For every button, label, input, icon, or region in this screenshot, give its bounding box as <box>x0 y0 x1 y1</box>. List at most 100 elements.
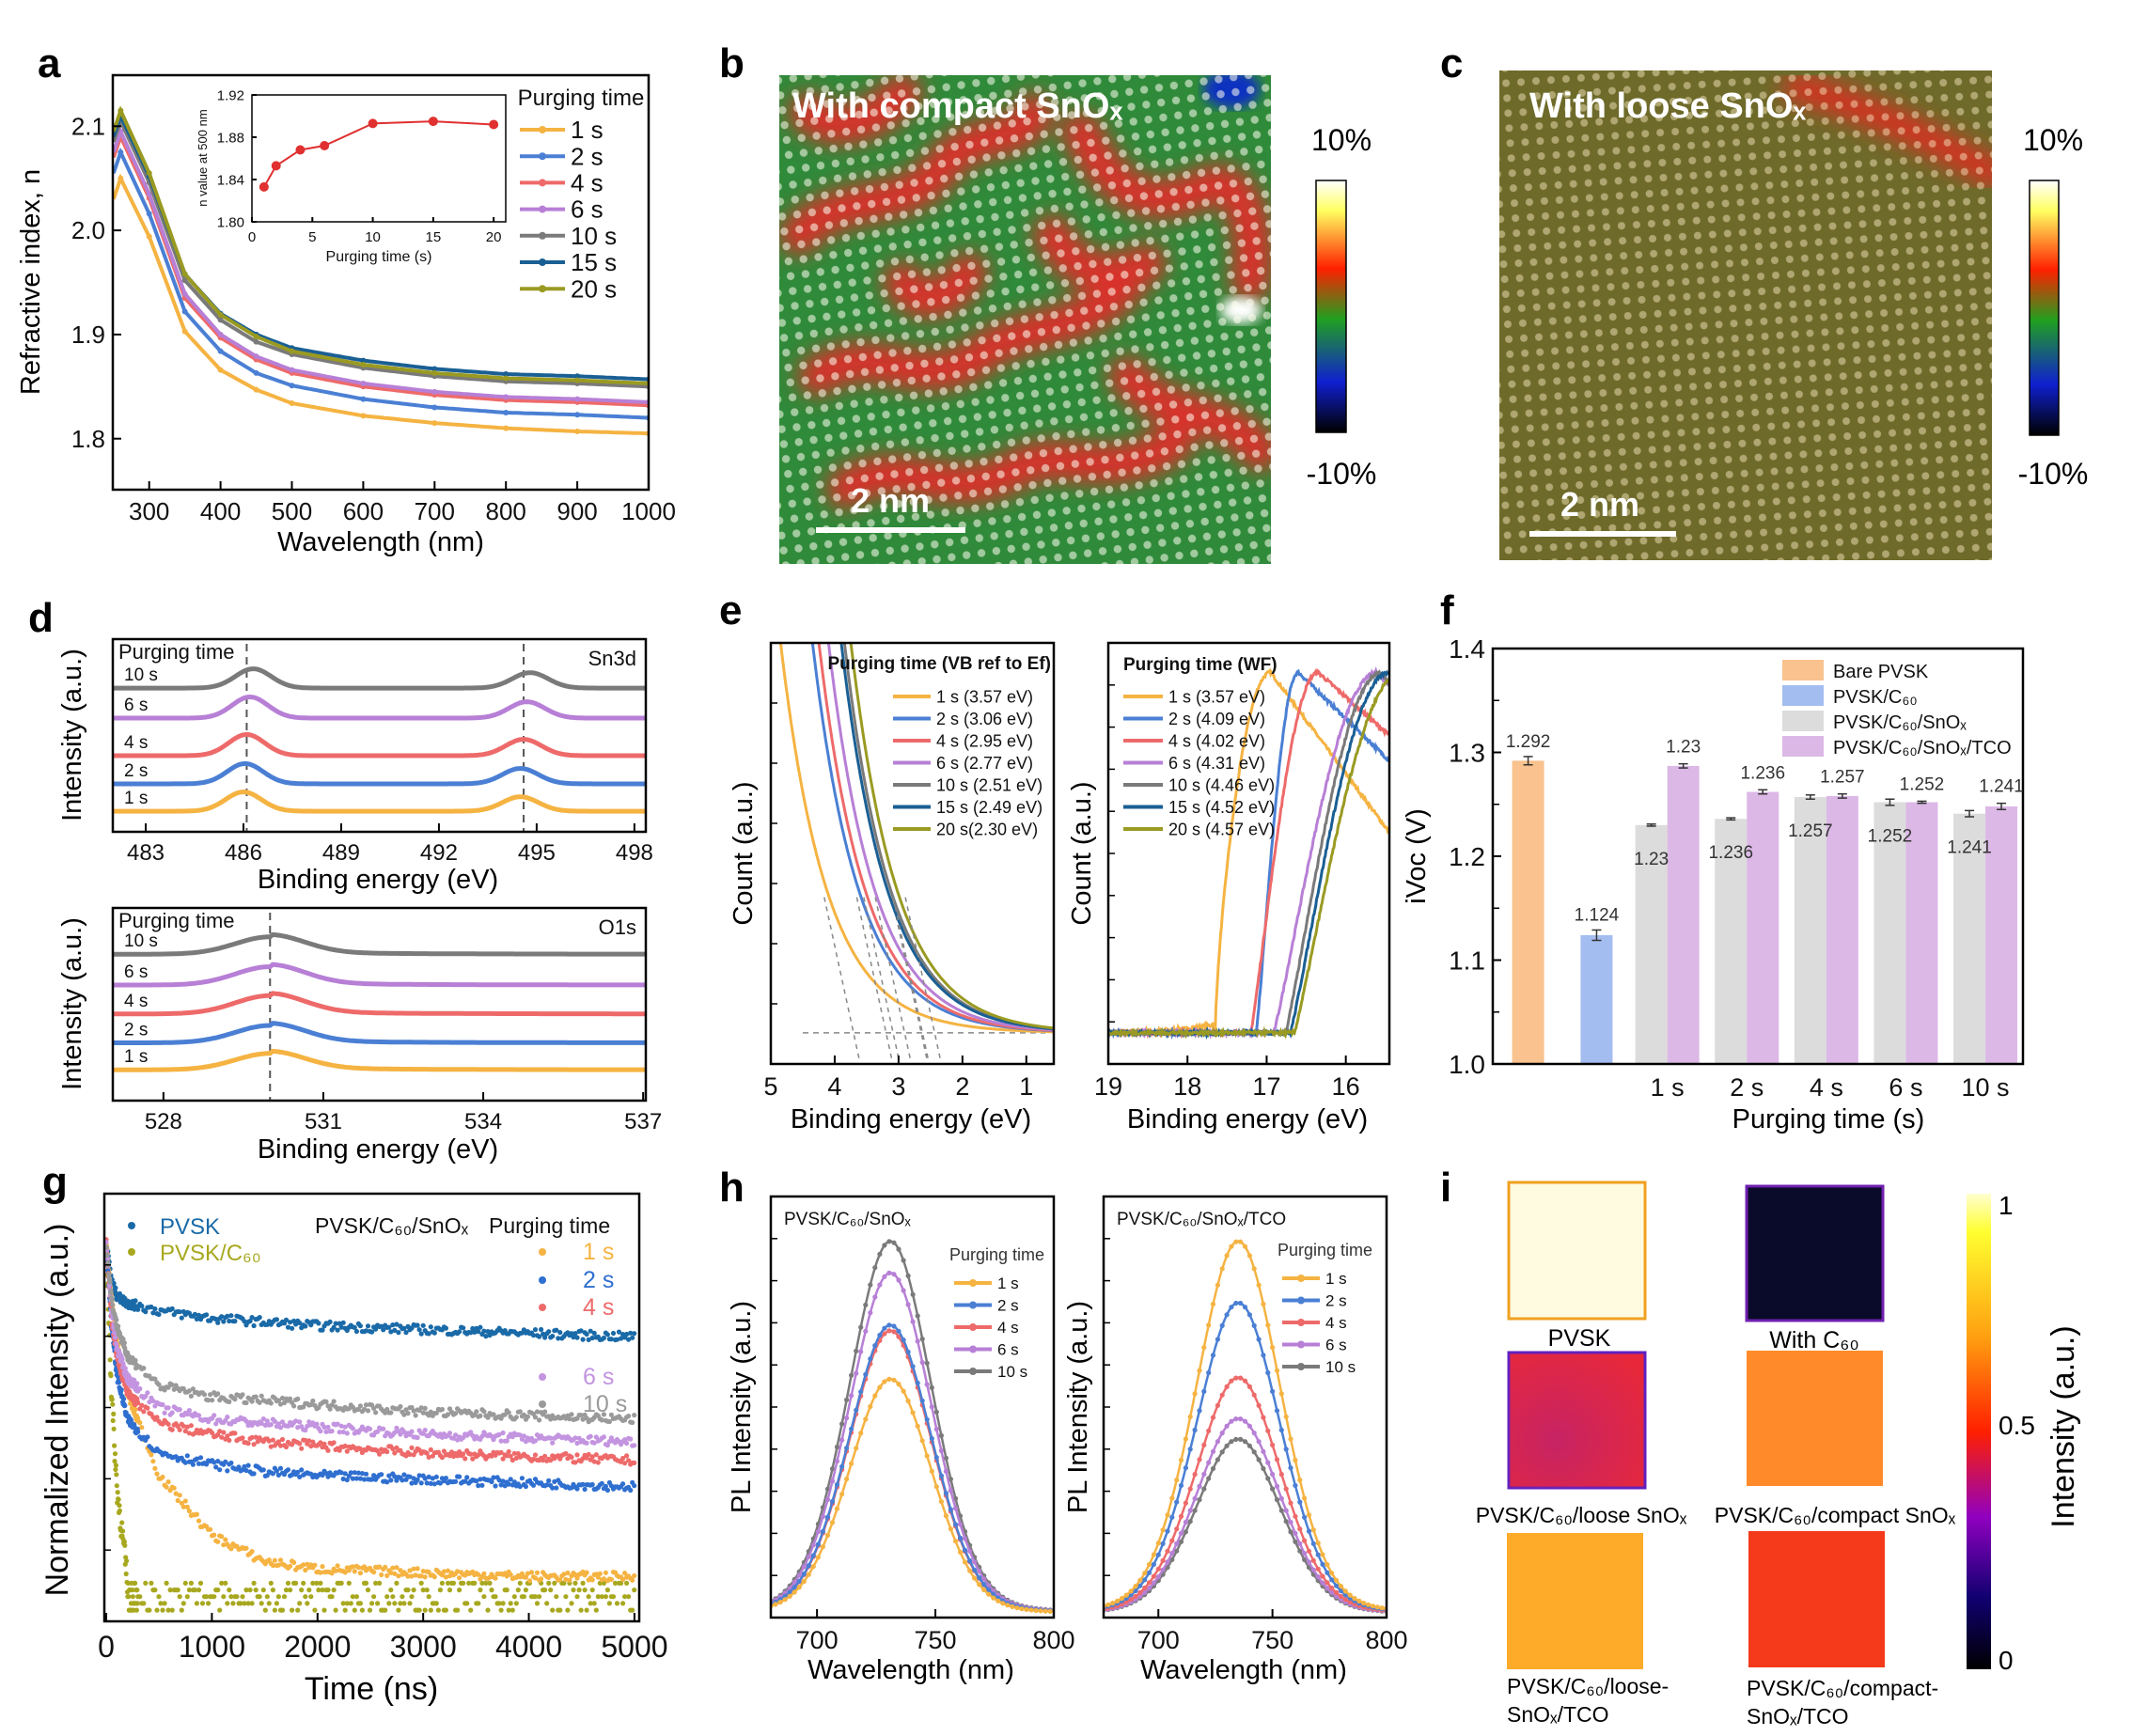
pl-map-with-c60 <box>1745 1184 1885 1322</box>
data-point <box>952 1522 959 1527</box>
data-point <box>506 1448 511 1455</box>
data-point <box>957 1522 964 1527</box>
data-point <box>386 1473 392 1478</box>
data-point <box>240 1392 245 1398</box>
data-point <box>443 1607 448 1613</box>
data-point <box>1160 1567 1166 1572</box>
data-point <box>1302 1538 1308 1543</box>
data-point <box>154 1471 160 1477</box>
colorbar-tick-label: 0 <box>1999 1646 2014 1675</box>
data-point <box>1224 1423 1230 1429</box>
data-point <box>196 1413 202 1418</box>
plot-area <box>113 105 649 437</box>
data-point <box>628 1487 634 1494</box>
x-axis-title: Binding energy (eV) <box>258 865 498 895</box>
data-point <box>561 1572 567 1577</box>
data-point <box>858 1389 864 1395</box>
data-point <box>457 1474 462 1479</box>
data-point <box>253 1394 259 1400</box>
data-point <box>135 1429 141 1434</box>
data-point <box>180 1423 186 1429</box>
data-point <box>413 1413 418 1418</box>
data-point <box>240 1435 245 1441</box>
data-point <box>929 1435 934 1442</box>
data-point <box>1270 1486 1276 1492</box>
data-point <box>312 1607 318 1613</box>
data-point <box>503 375 509 382</box>
data-point <box>511 1594 517 1600</box>
data-point <box>588 1433 593 1439</box>
data-point <box>519 1476 525 1481</box>
data-point <box>1224 1384 1230 1389</box>
inset-point <box>295 145 306 155</box>
data-point <box>1315 1552 1321 1557</box>
data-point <box>1192 1427 1198 1433</box>
data-point <box>435 1607 441 1613</box>
series-label: 4 s <box>124 733 148 753</box>
data-point <box>134 1587 140 1593</box>
data-point <box>114 1317 119 1322</box>
data-point <box>1215 1457 1220 1462</box>
data-point <box>363 1580 369 1586</box>
data-point <box>375 1601 381 1606</box>
data-point <box>1215 1402 1220 1408</box>
data-point <box>344 1431 350 1436</box>
data-point <box>288 1320 293 1325</box>
data-point <box>281 1400 288 1406</box>
data-point <box>1219 1322 1225 1328</box>
data-point <box>274 1601 279 1606</box>
series-line-2s <box>113 147 649 420</box>
pl-map-loose-snox-tco <box>1507 1533 1643 1669</box>
data-point <box>849 1393 854 1399</box>
data-point <box>221 1542 227 1548</box>
data-point <box>426 1331 431 1337</box>
data-point <box>418 1405 424 1411</box>
data-point <box>601 1335 607 1341</box>
data-point <box>411 1587 416 1593</box>
data-point <box>227 1437 232 1443</box>
data-point <box>1224 1312 1230 1318</box>
data-point <box>186 1431 192 1436</box>
x-tick-label: 800 <box>1365 1626 1407 1654</box>
data-point <box>409 1480 415 1486</box>
data-point <box>107 1357 113 1363</box>
data-point <box>179 1315 184 1321</box>
data-point <box>542 1335 548 1340</box>
data-point <box>1366 1602 1372 1607</box>
xps-curve <box>113 790 646 814</box>
data-point <box>614 1337 620 1342</box>
data-point <box>981 1582 987 1587</box>
data-point <box>1334 1589 1340 1595</box>
data-point <box>396 1330 401 1336</box>
data-point <box>1265 1460 1271 1465</box>
inset-point <box>320 141 330 150</box>
data-point <box>1197 1408 1202 1414</box>
data-point <box>612 1580 619 1586</box>
data-point <box>394 1565 400 1571</box>
data-point <box>572 1435 578 1441</box>
panel-letter-g: g <box>42 1159 68 1205</box>
data-point <box>1142 1585 1148 1591</box>
data-point <box>1306 1559 1312 1565</box>
data-point <box>135 1400 141 1406</box>
data-point <box>1146 1580 1152 1586</box>
data-point <box>630 1335 635 1340</box>
data-point <box>135 1416 141 1422</box>
data-point <box>411 1566 416 1572</box>
data-point <box>593 1434 599 1440</box>
x-tick-label: 528 <box>145 1109 182 1134</box>
data-point <box>1329 1571 1335 1576</box>
data-point <box>601 1412 607 1417</box>
series-label: 4 s <box>124 992 148 1011</box>
legend-label: 2 s <box>997 1296 1019 1314</box>
data-point <box>792 1579 797 1586</box>
trpl-chart: 0 1000 2000 3000 4000 5000PVSKPVSK/C₆₀PVSK/C₆… <box>98 1192 668 1664</box>
data-point <box>462 1456 468 1462</box>
legend-label: 20 s(2.30 eV) <box>936 820 1038 838</box>
data-point <box>308 1444 314 1449</box>
data-point <box>143 1580 149 1586</box>
data-point <box>591 1601 597 1606</box>
data-point <box>186 1587 192 1593</box>
